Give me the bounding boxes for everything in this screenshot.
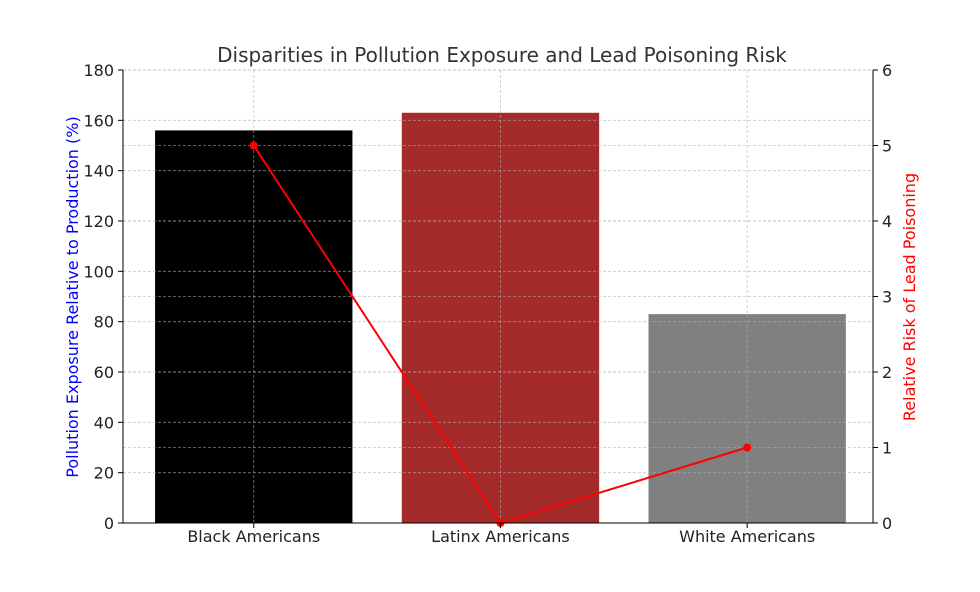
y-tick-label: 140	[83, 162, 114, 181]
y-tick-label: 100	[83, 262, 114, 281]
x-tick-label: Latinx Americans	[431, 527, 570, 546]
y-axis-label: Pollution Exposure Relative to Productio…	[63, 116, 82, 477]
x-tick-label: White Americans	[679, 527, 815, 546]
y-tick-label: 0	[104, 514, 114, 533]
y-tick-label: 120	[83, 212, 114, 231]
y2-tick-label: 5	[882, 137, 892, 156]
x-tick-label: Black Americans	[187, 527, 320, 546]
axis-overlay: 0 20 40 60 80 100 120 140 160 180 0 1 2 3 4 5 6 Black Ame…	[83, 61, 892, 546]
chart-title: Disparities in Pollution Exposure and Le…	[217, 43, 787, 67]
y2-axis-label: Relative Risk of Lead Poisoning	[900, 173, 919, 421]
y2-tick-label: 0	[882, 514, 892, 533]
lead-risk-point	[743, 443, 752, 452]
y2-tick-label: 3	[882, 288, 892, 307]
y-tick-label: 60	[94, 363, 114, 382]
y-tick-label: 160	[83, 111, 114, 130]
grid-overlay	[123, 69, 873, 524]
y2-tick-label: 2	[882, 363, 892, 382]
y-tick-label: 80	[94, 313, 114, 332]
y2-tick-label: 6	[882, 61, 892, 80]
y2-tick-label: 4	[882, 212, 892, 231]
y-tick-label: 40	[94, 413, 114, 432]
lead-risk-point	[249, 141, 258, 150]
y2-tick-label: 1	[882, 439, 892, 458]
y-tick-label: 180	[83, 61, 114, 80]
bar-white-americans	[648, 314, 846, 523]
y-tick-label: 20	[94, 464, 114, 483]
